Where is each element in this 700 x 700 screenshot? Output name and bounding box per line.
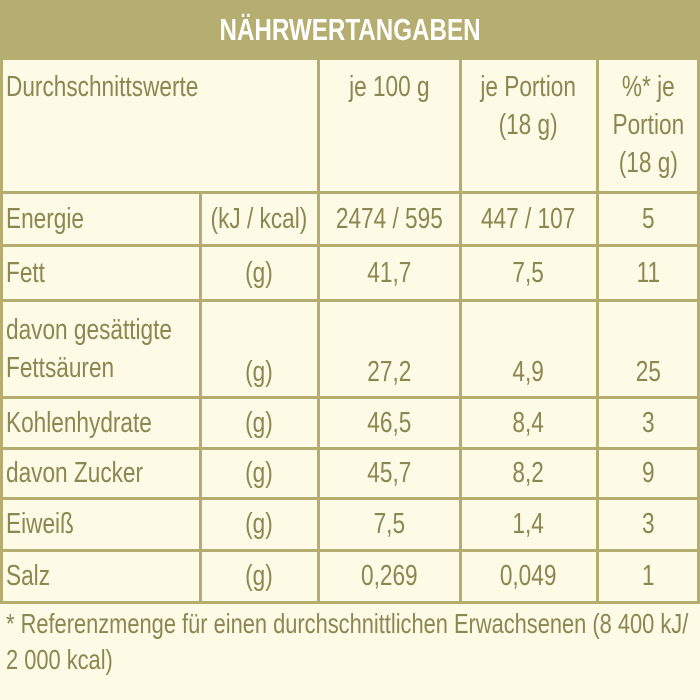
col-line	[316, 60, 320, 602]
col-line	[198, 192, 202, 602]
value: 3	[642, 406, 655, 439]
row-label-cell: Eiweiß	[0, 498, 200, 550]
unit-cell: (g)	[200, 397, 318, 448]
unit-cell: (g)	[200, 448, 318, 498]
value: 45,7	[366, 457, 412, 489]
row-label-cell: Salz	[0, 550, 200, 602]
value-cell: 7,5	[460, 245, 597, 300]
column-header: je 100 g	[348, 71, 430, 103]
value-cell: 1,4	[460, 498, 597, 550]
column-header-cell: %* je Portion (18 g)	[597, 68, 700, 192]
value-cell: 3	[597, 397, 700, 448]
footnote: * Referenzmenge für einen durchschnittli…	[6, 608, 689, 675]
value: 447 / 107	[481, 202, 576, 235]
row-label: davon Zucker	[6, 457, 144, 489]
value: 8,2	[512, 457, 545, 489]
col-line	[458, 60, 462, 602]
value-cell: 0,269	[318, 550, 460, 602]
value: 8,4	[512, 406, 545, 439]
value-cell: 41,7	[318, 245, 460, 300]
row-label-cell: davon Zucker	[0, 448, 200, 498]
value-cell: 447 / 107	[460, 192, 597, 245]
row-label: Kohlenhydrate	[6, 406, 152, 439]
column-header: %* je Portion (18 g)	[612, 71, 685, 179]
value-cell: 2474 / 595	[318, 192, 460, 245]
value-cell: 27,2	[318, 300, 460, 391]
row-label-cell: Kohlenhydrate	[0, 397, 200, 448]
border-right	[697, 60, 700, 602]
footnote-cell: * Referenzmenge für einen durchschnittli…	[0, 606, 700, 696]
value: 0,269	[360, 560, 418, 592]
value-cell: 46,5	[318, 397, 460, 448]
value: 7,5	[512, 256, 545, 289]
unit-cell: (g)	[200, 245, 318, 300]
value-cell: 7,5	[318, 498, 460, 550]
column-header-cell: je 100 g	[318, 68, 460, 192]
row-line	[0, 395, 700, 399]
value-cell: 8,4	[460, 397, 597, 448]
value: 4,9	[512, 356, 545, 388]
value: 41,7	[366, 256, 412, 289]
row-label-cell: Energie	[0, 192, 200, 245]
value: 27,2	[366, 356, 412, 388]
value-cell: 45,7	[318, 448, 460, 498]
unit: (g)	[245, 356, 273, 388]
unit-cell: (kJ / kcal)	[200, 192, 318, 245]
row-line	[0, 190, 700, 194]
value: 11	[636, 256, 661, 289]
row-line	[0, 446, 700, 450]
title-cell: NÄHRWERTANGABEN	[0, 0, 700, 60]
value: 46,5	[366, 406, 412, 439]
value: 1,4	[512, 508, 545, 540]
unit: (g)	[245, 256, 273, 289]
value-cell: 4,9	[460, 300, 597, 391]
unit-cell: (g)	[200, 498, 318, 550]
value: 9	[642, 457, 655, 489]
row-label: Energie	[6, 202, 84, 235]
value-cell: 8,2	[460, 448, 597, 498]
unit: (g)	[245, 457, 273, 489]
row-line	[0, 600, 700, 604]
column-header-cell: Durchschnittswerte	[0, 68, 318, 192]
value-cell: 5	[597, 192, 700, 245]
column-header: je Portion (18 g)	[480, 71, 577, 141]
row-line	[0, 243, 700, 247]
row-label: Fett	[6, 256, 45, 289]
value: 2474 / 595	[335, 202, 443, 235]
value-cell: 0,049	[460, 550, 597, 602]
value-cell: 25	[597, 300, 700, 391]
value: 0,049	[500, 560, 557, 592]
row-label: Eiweiß	[6, 508, 74, 540]
header-bar	[0, 0, 700, 60]
border-left	[0, 60, 3, 602]
unit-cell: (g)	[200, 300, 318, 391]
value: 3	[642, 508, 655, 540]
column-header: Durchschnittswerte	[6, 71, 199, 103]
column-header-cell: je Portion (18 g)	[460, 68, 597, 192]
unit: (g)	[245, 406, 273, 439]
value: 5	[642, 202, 655, 235]
row-line	[0, 548, 700, 552]
unit: (kJ / kcal)	[210, 202, 308, 235]
row-label: davon gesättigte Fettsäuren	[6, 313, 173, 384]
value-cell: 3	[597, 498, 700, 550]
unit: (g)	[245, 560, 273, 592]
title: NÄHRWERTANGABEN	[219, 12, 481, 47]
row-line	[0, 298, 700, 302]
row-label-cell: Fett	[0, 245, 200, 300]
value: 1	[642, 560, 655, 592]
unit: (g)	[245, 508, 273, 540]
value-cell: 9	[597, 448, 700, 498]
value-cell: 11	[597, 245, 700, 300]
value: 7,5	[373, 508, 405, 540]
col-line	[595, 60, 599, 602]
value-cell: 1	[597, 550, 700, 602]
row-label: Salz	[6, 560, 51, 592]
row-line	[0, 496, 700, 500]
unit-cell: (g)	[200, 550, 318, 602]
value: 25	[635, 356, 662, 388]
row-label-cell: davon gesättigte Fettsäuren	[0, 300, 200, 397]
